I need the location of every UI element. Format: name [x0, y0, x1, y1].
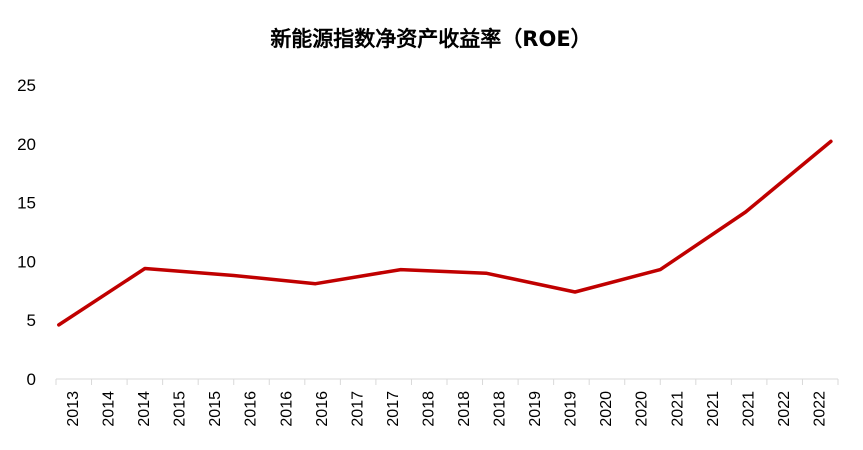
x-tick-label: 2022: [811, 391, 828, 427]
y-tick-label: 25: [17, 76, 36, 95]
x-tick-label: 2016: [243, 391, 260, 427]
x-tick-label: 2014: [101, 391, 118, 427]
x-tick-label: 2015: [207, 391, 224, 427]
x-axis-labels: 2013 2014 2014 2015 2015 2016 2016 2016 2017 2017…: [65, 391, 828, 427]
x-tick-label: 2019: [527, 391, 544, 427]
y-tick-label: 15: [17, 194, 36, 213]
x-tick-label: 2019: [563, 391, 580, 427]
x-tick-label: 2018: [420, 391, 437, 427]
y-tick-label: 0: [27, 370, 36, 389]
x-tick-label: 2021: [669, 391, 686, 427]
x-tick-label: 2017: [349, 391, 366, 427]
x-tick-label: 2018: [456, 391, 473, 427]
x-tick-label: 2016: [314, 391, 331, 427]
x-tick-label: 2013: [65, 391, 82, 427]
series-group: [57, 139, 833, 327]
y-tick-label: 5: [27, 311, 36, 330]
y-tick-label: 10: [17, 252, 36, 271]
x-axis-tickmarks: [55, 379, 839, 385]
x-tick-label: 2017: [385, 391, 402, 427]
x-tick-label: 2014: [136, 391, 153, 427]
x-tick-label: 2020: [598, 391, 615, 427]
y-axis-ticks: 0 5 10 15 20 25: [17, 76, 36, 389]
x-tick-label: 2021: [705, 391, 722, 427]
x-tick-label: 2021: [740, 391, 757, 427]
x-tick-label: 2018: [492, 391, 509, 427]
x-tick-label: 2016: [278, 391, 295, 427]
x-tick-label: 2020: [634, 391, 651, 427]
y-tick-label: 20: [17, 135, 36, 154]
x-tick-label: 2022: [776, 391, 793, 427]
chart-title: 新能源指数净资产收益率（ROE）: [270, 27, 591, 51]
series-line-roe: [57, 139, 833, 327]
x-tick-label: 2015: [172, 391, 189, 427]
